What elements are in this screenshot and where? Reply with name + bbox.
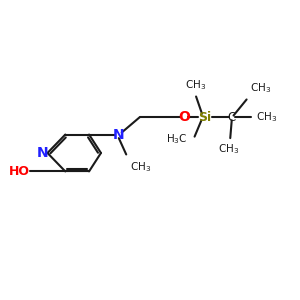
Text: C: C [228,111,236,124]
Text: CH$_3$: CH$_3$ [185,78,207,92]
Text: CH$_3$: CH$_3$ [130,160,151,174]
Text: CH$_3$: CH$_3$ [250,81,271,95]
Text: Si: Si [198,111,212,124]
Text: O: O [178,110,190,124]
Text: H$_3$C: H$_3$C [166,133,187,146]
Text: CH$_3$: CH$_3$ [256,110,278,124]
Text: N: N [113,128,124,142]
Text: N: N [36,146,48,160]
Text: CH$_3$: CH$_3$ [218,142,239,156]
Text: HO: HO [9,165,30,178]
